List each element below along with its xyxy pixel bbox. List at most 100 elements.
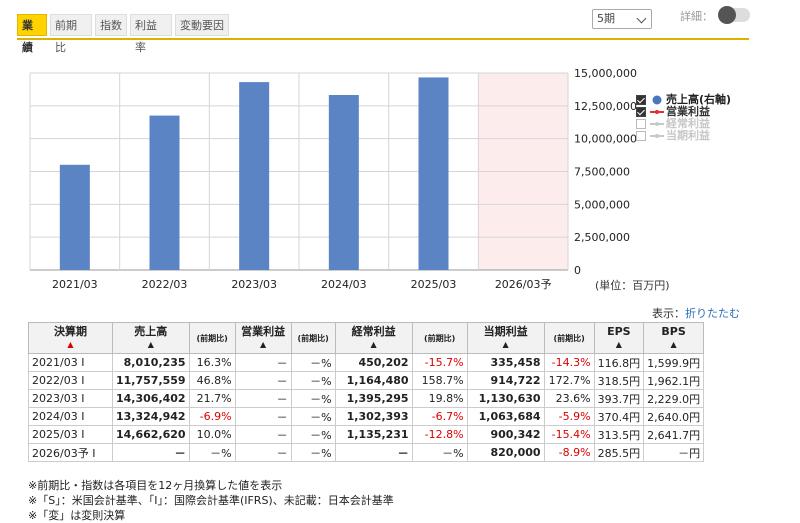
legend: 売上高(右軸) 営業利益 経常利益 当期利益 <box>636 94 731 142</box>
legend-checkbox[interactable] <box>636 119 646 129</box>
table-cell: 21.7% <box>188 389 236 408</box>
line-marker-icon <box>650 122 664 126</box>
table-cell: 1,599.9円 <box>643 353 705 372</box>
table-cell: 820,000 <box>466 443 545 462</box>
x-tick-label: 2022/03 <box>142 278 188 291</box>
revenue-bar-chart: 0 2,500,000 5,000,000 7,500,000 10,000,000 12… <box>29 67 637 291</box>
column-header[interactable]: 営業利益 ▲ <box>234 322 292 354</box>
table-cell: －% <box>290 353 336 372</box>
table-cell: -12.8% <box>411 425 468 444</box>
column-header[interactable]: 経常利益 ▲ <box>334 322 413 354</box>
column-header[interactable]: (前期比) <box>188 322 236 354</box>
column-header[interactable]: (前期比) <box>411 322 468 354</box>
column-header[interactable]: (前期比) <box>543 322 595 354</box>
table-cell: 158.7% <box>411 371 468 390</box>
collapse-link[interactable]: 折りたたむ <box>685 307 740 320</box>
unit-label: (単位：百万円) <box>595 279 670 292</box>
table-body: 2021/03 I 8,010,235 16.3% －－% 450,202 -15.7% 3… <box>28 353 705 462</box>
table-cell: － <box>334 443 413 462</box>
column-header[interactable]: 当期利益 ▲ <box>466 322 545 354</box>
legend-checkbox[interactable] <box>636 107 646 117</box>
table-cell: 1,164,480 <box>334 371 413 390</box>
legend-item-revenue[interactable]: 売上高(右軸) <box>636 94 731 106</box>
bar <box>418 77 449 270</box>
sort-arrow-icon[interactable]: ▲ <box>67 340 74 349</box>
table-cell: 335,458 <box>466 353 545 372</box>
footnote: ※前期比・指数は各項目を12ヶ月換算した値を表示 <box>28 479 283 492</box>
table-cell: 1,395,295 <box>334 389 413 408</box>
legend-label: 売上高(右軸) <box>666 93 732 106</box>
column-header-label: 決算期 <box>54 325 87 338</box>
table-cell: － <box>234 443 292 462</box>
legend-label: 当期利益 <box>666 129 710 142</box>
bar <box>149 115 180 270</box>
legend-item-net-profit[interactable]: 当期利益 <box>636 130 731 142</box>
table-cell: － <box>112 443 190 462</box>
column-header-label: 経常利益 <box>351 325 396 338</box>
legend-checkbox[interactable] <box>636 95 646 105</box>
y-tick-label: 7,500,000 <box>574 166 630 179</box>
sort-arrow-icon[interactable]: ▲ <box>370 340 377 349</box>
table-cell: 13,324,942 <box>112 407 190 426</box>
column-header[interactable]: 売上高 ▲ <box>112 322 190 354</box>
period-select-value: 5期 <box>597 12 615 25</box>
table-cell: －% <box>290 407 336 426</box>
circle-marker-icon <box>652 95 662 105</box>
x-tick-label: 2021/03 <box>52 278 98 291</box>
table-cell: 318.5円 <box>593 371 645 390</box>
x-tick-label: 2023/03 <box>231 278 277 291</box>
table-cell: 2026/03予 I <box>28 443 113 462</box>
sort-arrow-icon[interactable]: ▲ <box>147 340 154 349</box>
legend-checkbox[interactable] <box>636 131 646 141</box>
table-cell: 19.8% <box>411 389 468 408</box>
table-cell: 2,229.0円 <box>643 389 705 408</box>
bar <box>239 82 270 270</box>
footnotes: ※前期比・指数は各項目を12ヶ月換算した値を表示 ※「S」：米国会計基準、「I」… <box>28 478 394 523</box>
table-cell: 14,306,402 <box>112 389 190 408</box>
table-cell: 116.8円 <box>593 353 645 372</box>
table-cell: -5.9% <box>543 407 595 426</box>
table-cell: －% <box>290 371 336 390</box>
table-cell: － <box>234 353 292 372</box>
y-tick-label: 15,000,000 <box>574 67 637 80</box>
table-cell: － <box>234 389 292 408</box>
x-tick-label: 2024/03 <box>321 278 367 291</box>
legend-item-operating-profit[interactable]: 営業利益 <box>636 106 731 118</box>
column-header-label: 売上高 <box>134 325 168 338</box>
table-header-row: 決算期 ▲ 売上高 ▲ (前期比) 営業利益 ▲ (前期比) 経常利益 ▲ (前期比) 当期利益 ▲ (前… <box>28 322 705 354</box>
x-tick-label: 2025/03 <box>411 278 457 291</box>
y-tick-label: 12,500,000 <box>574 100 637 113</box>
table-row: 2026/03予 I －－% －－% －－% 820,000 -8.9% 285.5円 －円 <box>28 443 705 462</box>
column-header[interactable]: BPS ▲ <box>643 322 705 354</box>
tab-index[interactable]: 指数 <box>95 14 127 36</box>
period-select[interactable]: 5期 <box>592 9 652 29</box>
legend-item-ordinary-profit[interactable]: 経常利益 <box>636 118 731 130</box>
tab-margin[interactable]: 利益率 <box>130 14 172 54</box>
table-cell: 14,662,620 <box>112 425 190 444</box>
column-header-label: EPS <box>607 325 631 338</box>
column-header[interactable]: (前期比) <box>290 322 336 354</box>
tab-yoy[interactable]: 前期比 <box>50 14 92 54</box>
tab-bar: 業績 前期比 指数 利益率 変動要因 <box>17 12 749 54</box>
legend-label: 経常利益 <box>666 117 710 130</box>
table-cell: 1,130,630 <box>466 389 545 408</box>
display-toggle: 表示：折りたたむ <box>652 305 740 321</box>
table-cell: －% <box>290 389 336 408</box>
table-cell: －円 <box>643 443 705 462</box>
detail-toggle[interactable] <box>718 6 750 24</box>
table-cell: 16.3% <box>188 353 236 372</box>
sort-arrow-icon[interactable]: ▲ <box>260 340 267 349</box>
table-cell: 285.5円 <box>593 443 645 462</box>
sort-arrow-icon[interactable]: ▲ <box>502 340 509 349</box>
table-cell: －% <box>188 443 236 462</box>
table-cell: 1,063,684 <box>466 407 545 426</box>
column-header[interactable]: EPS ▲ <box>593 322 645 354</box>
table-cell: -15.4% <box>543 425 595 444</box>
financial-table: 決算期 ▲ 売上高 ▲ (前期比) 営業利益 ▲ (前期比) 経常利益 ▲ (前期比) 当期利益 ▲ (前… <box>28 322 705 462</box>
column-header[interactable]: 決算期 ▲ <box>28 322 113 354</box>
sort-arrow-icon[interactable]: ▲ <box>670 340 677 349</box>
y-tick-label: 5,000,000 <box>574 198 630 211</box>
tab-factors[interactable]: 変動要因 <box>175 14 229 36</box>
tab-results[interactable]: 業績 <box>17 14 47 54</box>
sort-arrow-icon[interactable]: ▲ <box>615 340 622 349</box>
